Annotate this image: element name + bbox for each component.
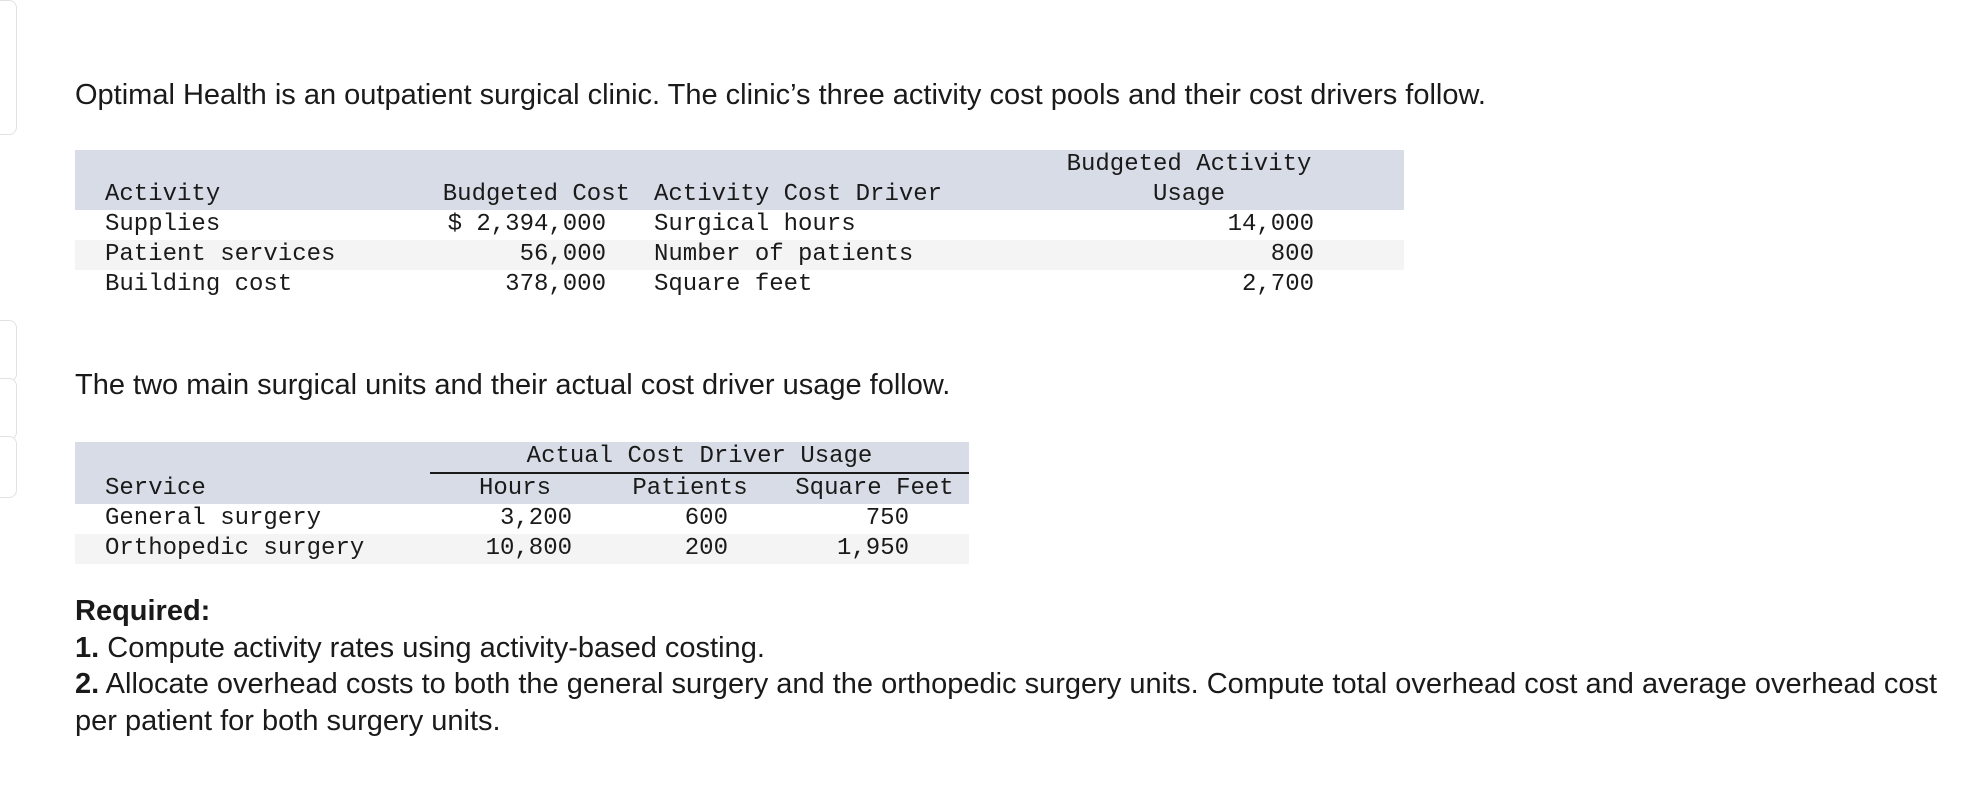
required-title: Required: xyxy=(75,595,211,627)
driver-cell: Number of patients xyxy=(654,241,914,268)
patients-cell: 600 xyxy=(684,505,728,532)
activity-cell: Patient services xyxy=(105,241,336,268)
header-patients: Patients xyxy=(632,475,748,502)
required-item: 1. Compute activity rates using activity… xyxy=(75,630,1955,667)
required-item: 2. Allocate overhead costs to both the g… xyxy=(75,666,1955,739)
sqft-cell: 750 xyxy=(865,505,909,532)
second-paragraph: The two main surgical units and their ac… xyxy=(75,369,951,401)
header-cost-driver: Activity Cost Driver xyxy=(654,181,943,208)
driver-cell: Surgical hours xyxy=(654,211,856,238)
required-item-text: Allocate overhead costs to both the gene… xyxy=(75,668,1938,737)
header-usage-line1: Budgeted Activity xyxy=(1066,151,1312,178)
intro-paragraph: Optimal Health is an outpatient surgical… xyxy=(75,79,1486,111)
activity-cell: Building cost xyxy=(105,271,293,298)
service-cell: General surgery xyxy=(105,505,322,532)
hours-cell: 3,200 xyxy=(499,505,572,532)
header-service: Service xyxy=(105,475,206,502)
hours-cell: 10,800 xyxy=(485,535,572,562)
side-panel-tab xyxy=(0,320,17,382)
sqft-cell: 1,950 xyxy=(836,535,909,562)
table-header-row: Service Hours Patients Square Feet xyxy=(75,473,969,504)
header-square-feet: Square Feet xyxy=(795,475,954,502)
side-panel-tab xyxy=(0,436,17,498)
usage-cell: 800 xyxy=(1270,241,1314,268)
side-panel-tab xyxy=(0,0,17,135)
service-cell: Orthopedic surgery xyxy=(105,535,365,562)
header-hours: Hours xyxy=(478,475,551,502)
activity-cell: Supplies xyxy=(105,211,221,238)
table-row: General surgery 3,200 600 750 xyxy=(75,504,969,534)
table-row: Building cost 378,000 Square feet 2,700 xyxy=(75,270,1404,300)
required-item-number: 1. xyxy=(75,631,100,664)
header-activity: Activity xyxy=(105,181,221,208)
table-row: Patient services 56,000 Number of patien… xyxy=(75,240,1404,270)
usage-cell: 14,000 xyxy=(1227,211,1314,238)
table-header-row: Actual Cost Driver Usage xyxy=(75,442,969,474)
required-item-text: Compute activity rates using activity-ba… xyxy=(107,631,765,664)
group-header: Actual Cost Driver Usage xyxy=(430,442,969,474)
table-header-row: Activity Budgeted Cost Activity Cost Dri… xyxy=(75,180,1404,210)
driver-cell: Square feet xyxy=(654,271,813,298)
header-budgeted-cost: Budgeted Cost xyxy=(442,181,630,208)
table-row: Supplies $ 2,394,000 Surgical hours 14,0… xyxy=(75,210,1404,240)
cost-cell: 56,000 xyxy=(519,241,606,268)
activity-cost-table: Budgeted Activity Activity Budgeted Cost… xyxy=(75,150,1404,300)
usage-cell: 2,700 xyxy=(1241,271,1314,298)
header-usage-line2: Usage xyxy=(1152,181,1225,208)
side-panel-tab xyxy=(0,378,17,440)
required-section: Required: 1. Compute activity rates usin… xyxy=(75,593,1955,739)
required-item-number: 2. xyxy=(75,668,100,700)
cost-driver-usage-table: Actual Cost Driver Usage Service Hours P… xyxy=(75,442,969,564)
table-row: Orthopedic surgery 10,800 200 1,950 xyxy=(75,534,969,564)
cost-cell: $ 2,394,000 xyxy=(447,211,606,238)
table-header-row: Budgeted Activity xyxy=(75,150,1404,180)
cost-cell: 378,000 xyxy=(505,271,606,298)
patients-cell: 200 xyxy=(684,535,728,562)
